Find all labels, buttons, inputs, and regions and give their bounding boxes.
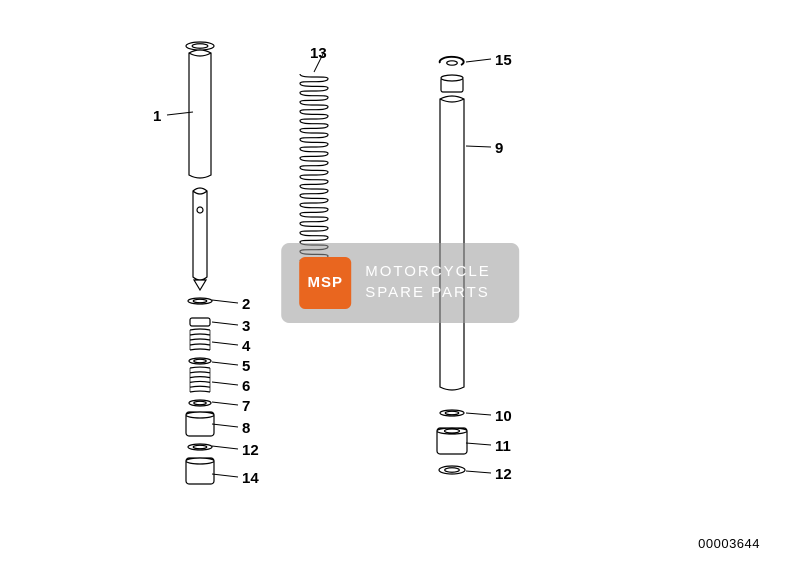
callout-11: 11 <box>495 438 511 455</box>
callout-13: 13 <box>310 45 327 62</box>
callout-3: 3 <box>242 318 250 335</box>
watermark-line2: SPARE PARTS <box>365 283 491 303</box>
callout-1: 1 <box>153 108 161 125</box>
callout-12: 12 <box>495 466 512 483</box>
callout-4: 4 <box>242 338 250 355</box>
callout-12: 12 <box>242 442 259 459</box>
callout-5: 5 <box>242 358 250 375</box>
part-number: 00003644 <box>698 536 760 551</box>
callout-8: 8 <box>242 420 250 437</box>
callout-14: 14 <box>242 470 259 487</box>
callout-6: 6 <box>242 378 250 395</box>
watermark-badge: MSP <box>299 257 351 309</box>
callout-2: 2 <box>242 296 250 313</box>
callout-9: 9 <box>495 140 503 157</box>
watermark-line1: MOTORCYCLE <box>365 262 491 282</box>
callout-7: 7 <box>242 398 250 415</box>
watermark-text: MOTORCYCLE SPARE PARTS <box>365 262 491 303</box>
watermark: MSP MOTORCYCLE SPARE PARTS <box>281 243 519 323</box>
callout-10: 10 <box>495 408 512 425</box>
callout-15: 15 <box>495 52 512 69</box>
